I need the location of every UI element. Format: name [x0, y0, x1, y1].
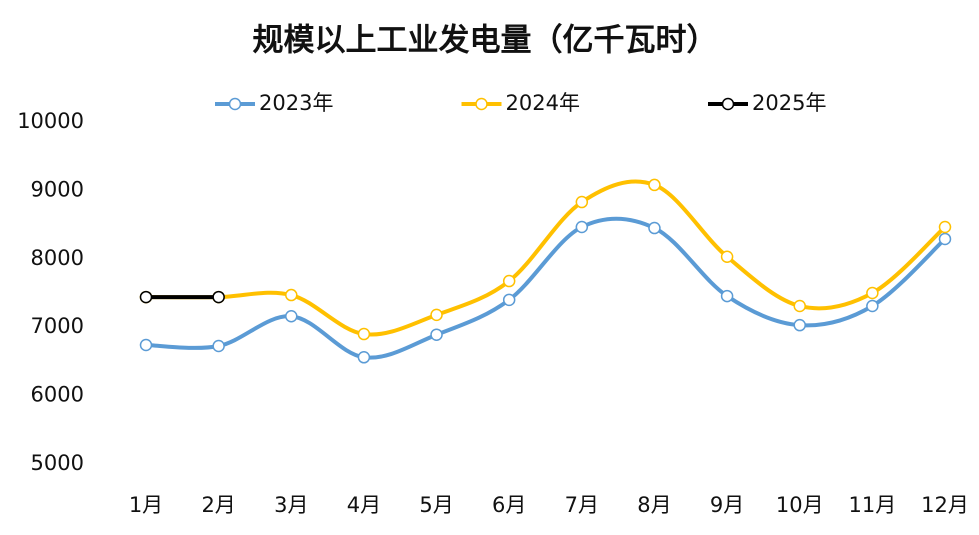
point: [502, 293, 516, 307]
x-tick-label: 4月: [347, 493, 381, 517]
point: [648, 178, 661, 192]
legend-label: 2023年: [259, 91, 333, 115]
point: [866, 299, 879, 313]
x-tick-label: 1月: [129, 493, 163, 517]
chart-title: 规模以上工业发电量（亿千瓦时）: [253, 23, 718, 59]
point: [139, 338, 153, 352]
point: [502, 274, 516, 288]
point: [212, 339, 225, 353]
x-tick-label: 2月: [201, 493, 235, 517]
point: [139, 290, 153, 304]
y-tick-label: 7000: [31, 314, 84, 338]
x-tick-label: 11月: [848, 493, 896, 517]
legend-label: 2025年: [752, 91, 826, 115]
point: [866, 286, 879, 300]
legend-marker: [475, 97, 488, 111]
y-tick-label: 6000: [31, 383, 84, 407]
point: [357, 351, 371, 364]
legend-label: 2024年: [506, 91, 580, 115]
point: [720, 289, 734, 303]
y-tick-label: 8000: [31, 246, 84, 270]
legend-marker: [228, 97, 242, 111]
x-tick-label: 5月: [419, 493, 453, 517]
point: [793, 299, 806, 313]
point: [285, 288, 298, 302]
legend-marker: [721, 97, 735, 111]
x-tick-label: 10月: [776, 493, 824, 517]
series-line: [145, 179, 947, 337]
y-tick-label: 9000: [31, 177, 84, 201]
x-tick-label: 12月: [921, 493, 969, 517]
point: [212, 290, 225, 304]
point: [575, 220, 589, 234]
y-tick-label: 5000: [31, 451, 84, 475]
point: [430, 328, 443, 341]
point: [720, 250, 734, 263]
y-tick-label: 10000: [17, 109, 84, 133]
point: [430, 308, 443, 322]
point: [648, 221, 661, 235]
point: [357, 327, 371, 341]
point: [938, 232, 952, 246]
x-tick-label: 8月: [637, 493, 671, 517]
point: [575, 195, 589, 209]
x-tick-label: 6月: [492, 493, 526, 517]
x-tick-label: 9月: [710, 493, 744, 517]
point: [285, 310, 298, 323]
x-tick-label: 7月: [565, 493, 599, 517]
x-tick-label: 3月: [274, 493, 308, 517]
point: [793, 318, 806, 332]
point: [938, 220, 952, 234]
